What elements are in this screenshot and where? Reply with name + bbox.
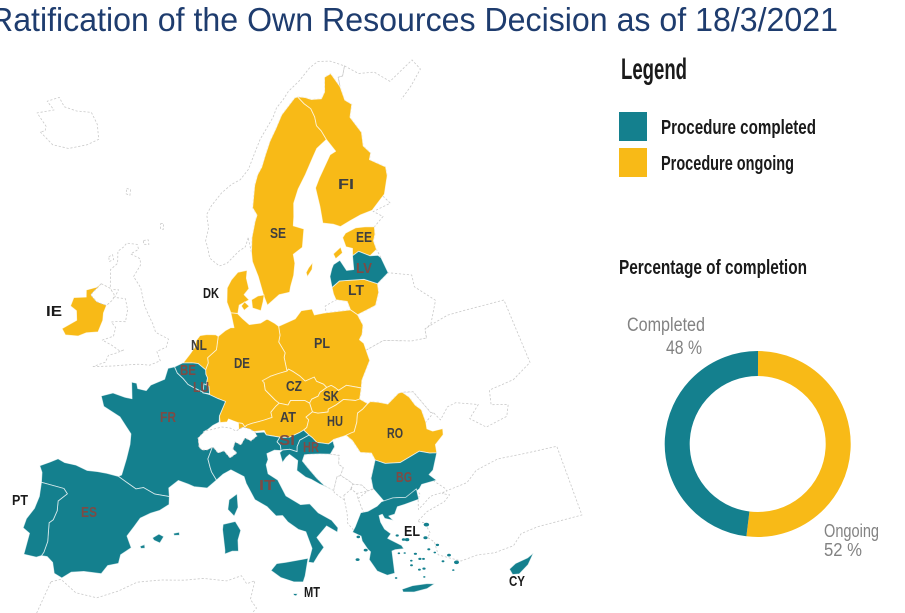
svg-text:BG: BG <box>396 470 412 486</box>
svg-text:ES: ES <box>81 505 97 521</box>
svg-text:Legend: Legend <box>621 53 687 86</box>
svg-text:SE: SE <box>270 226 286 242</box>
svg-text:EL: EL <box>404 524 420 540</box>
svg-text:LU: LU <box>193 380 209 396</box>
svg-text:CY: CY <box>509 574 525 590</box>
svg-text:FI: FI <box>338 177 354 193</box>
svg-text:DE: DE <box>234 356 250 372</box>
svg-text:NL: NL <box>191 338 207 354</box>
svg-text:PL: PL <box>314 336 330 352</box>
svg-text:Procedure completed: Procedure completed <box>661 117 816 139</box>
svg-text:52 %: 52 % <box>824 540 862 560</box>
svg-text:EE: EE <box>356 230 372 246</box>
svg-text:AT: AT <box>280 410 296 426</box>
svg-text:Completed: Completed <box>627 315 705 336</box>
svg-text:Ongoing: Ongoing <box>824 521 879 541</box>
svg-text:Percentage of completion: Percentage of completion <box>619 257 807 279</box>
svg-text:SK: SK <box>323 389 339 405</box>
svg-text:IT: IT <box>259 478 275 494</box>
svg-text:MT: MT <box>304 585 320 601</box>
svg-text:FR: FR <box>160 410 176 426</box>
svg-text:DK: DK <box>203 286 219 302</box>
svg-text:SI: SI <box>279 433 295 449</box>
svg-text:BE: BE <box>180 363 196 379</box>
svg-text:Ratification of the Own Resour: Ratification of the Own Resources Decisi… <box>0 1 838 38</box>
svg-text:LV: LV <box>356 261 372 277</box>
svg-text:HU: HU <box>327 414 343 430</box>
svg-text:LT: LT <box>348 283 364 299</box>
svg-text:HR: HR <box>303 440 319 456</box>
svg-text:PT: PT <box>12 493 28 509</box>
svg-text:IE: IE <box>46 304 62 320</box>
svg-text:CZ: CZ <box>286 379 302 395</box>
svg-text:Procedure ongoing: Procedure ongoing <box>661 153 794 175</box>
svg-text:48 %: 48 % <box>666 338 702 359</box>
svg-text:RO: RO <box>387 426 403 442</box>
